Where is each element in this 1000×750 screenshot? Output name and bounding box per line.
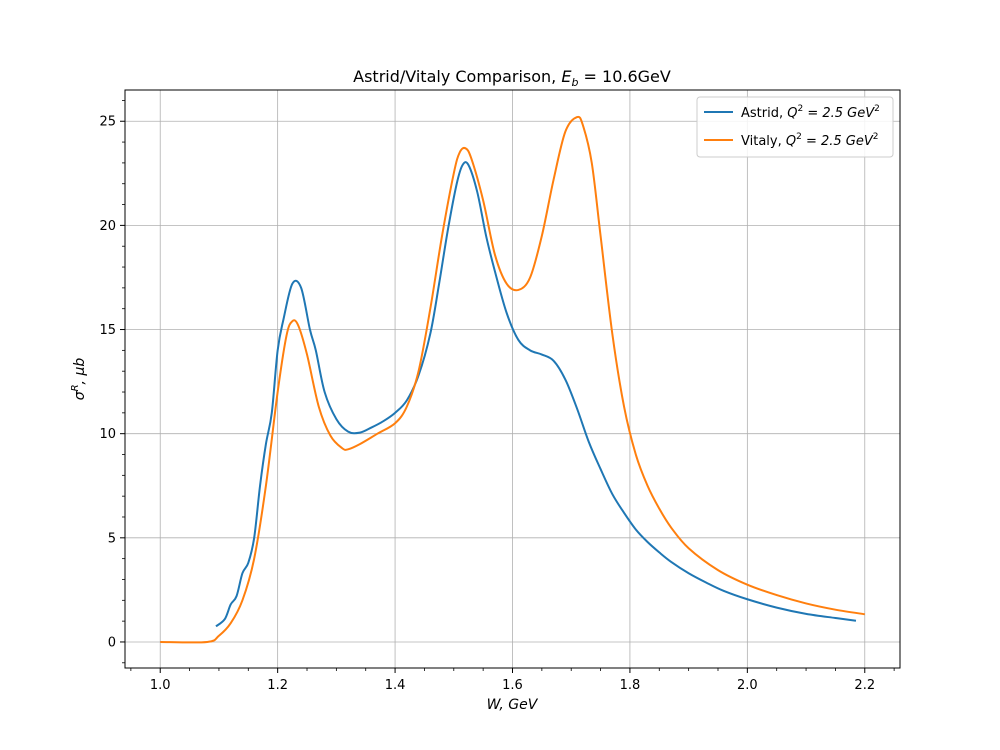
x-tick-label: 1.0: [150, 678, 171, 693]
x-tick-label: 2.0: [737, 678, 758, 693]
legend: Astrid, Q2 = 2.5 GeV2 Vitaly, Q2 = 2.5 G…: [696, 96, 894, 158]
y-tick-label: 10: [99, 427, 116, 442]
x-axis-label: W, GeV: [487, 697, 539, 713]
x-tick-label: 1.6: [502, 678, 523, 693]
y-tick-label: 0: [108, 635, 116, 650]
plot-series: [160, 115, 865, 644]
series-line-astrid: [215, 161, 857, 628]
y-tick-label: 25: [99, 115, 116, 130]
y-axis-label: σR, μb: [70, 358, 88, 401]
legend-box: [696, 96, 894, 158]
x-tick-label: 1.8: [620, 678, 641, 693]
chart-title: Astrid/Vitaly Comparison, Eb = 10.6GeV: [353, 67, 671, 89]
x-tick-label: 1.2: [267, 678, 288, 693]
y-tick-label: 15: [99, 323, 116, 338]
axis-ticks: 1.0 1.2 1.4 1.6 1.8 2.0 2.2 0 5 10 15 20 25: [99, 100, 895, 693]
x-tick-label: 2.2: [854, 678, 875, 693]
y-tick-label: 20: [99, 219, 116, 234]
y-tick-label: 5: [108, 531, 116, 546]
series-line-vitaly: [160, 115, 865, 644]
x-tick-label: 1.4: [385, 678, 406, 693]
legend-label-astrid: Astrid, Q2 = 2.5 GeV2: [741, 104, 880, 121]
legend-label-vitaly: Vitaly, Q2 = 2.5 GeV2: [741, 132, 879, 149]
